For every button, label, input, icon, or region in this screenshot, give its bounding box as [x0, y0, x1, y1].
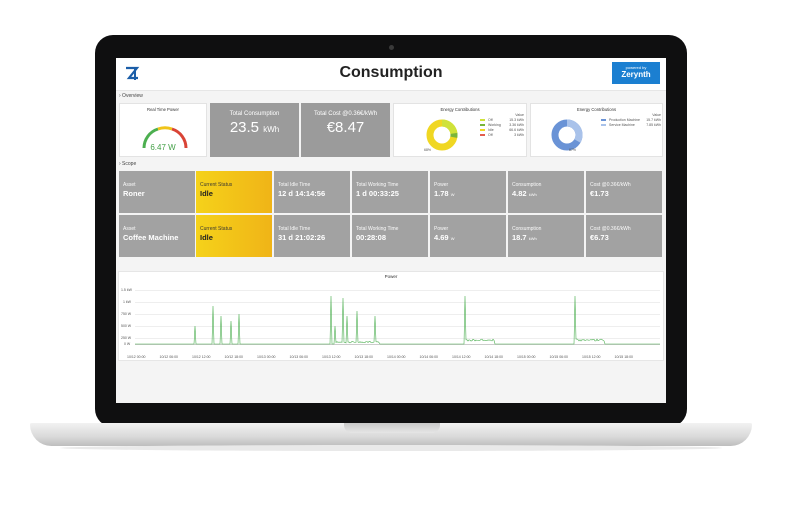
- x-tick: 10/13 18:00: [355, 355, 374, 359]
- x-tick: 10/12 18:00: [225, 355, 244, 359]
- y-tick: 250 W: [121, 336, 131, 340]
- x-tick: 10/14 12:00: [452, 355, 471, 359]
- energy1-pct: 68%: [424, 148, 431, 152]
- energy1-row: Off 3 kWh: [480, 133, 524, 138]
- tile-consumption[interactable]: Consumption 18.7 kWh: [508, 215, 585, 258]
- x-tick: 10/15 12:00: [582, 355, 601, 359]
- y-tick: 500 W: [121, 324, 131, 328]
- zerynth-badge[interactable]: powered by Zerynth: [612, 62, 660, 84]
- page-title: Consumption: [116, 64, 666, 82]
- x-tick: 10/13 06:00: [290, 355, 309, 359]
- dashboard-screen: Consumption powered by Zerynth › Overview…: [116, 58, 666, 403]
- x-tick: 10/14 00:00: [387, 355, 406, 359]
- tile-cost[interactable]: Cost @0.36€/kWh €1.73: [586, 171, 663, 214]
- section-scope[interactable]: › Scope: [119, 161, 136, 167]
- total-consumption-card: Total Consumption 23.5 kWh: [210, 103, 299, 157]
- tile-power[interactable]: Power 1.78 W: [430, 171, 507, 214]
- x-tick: 10/12 06:00: [160, 355, 179, 359]
- power-chart: Power 1.5 kW 1 kW 750 W 500 W 250 W 0 W …: [118, 271, 664, 361]
- y-tick: 750 W: [121, 312, 131, 316]
- realtime-power-card: Real Time Power 6.47 W: [119, 103, 207, 157]
- tile-working[interactable]: Total Working Time 00:28:08: [352, 215, 429, 258]
- x-tick: 10/13 12:00: [322, 355, 341, 359]
- energy2-pct: 67%: [569, 148, 576, 152]
- camera-icon: [389, 45, 394, 50]
- tile-asset[interactable]: Asset Roner: [119, 171, 196, 214]
- section-overview[interactable]: › Overview: [119, 93, 143, 99]
- laptop-shadow: [60, 445, 722, 451]
- energy2-row: Service Machine 7.85 kWh: [601, 123, 661, 128]
- tile-status[interactable]: Current Status Idle: [196, 215, 273, 258]
- y-tick: 1.5 kW: [121, 288, 132, 292]
- laptop-notch: [344, 423, 440, 433]
- tile-idle[interactable]: Total Idle Time 31 d 21:02:26: [274, 215, 351, 258]
- x-tick: 10/15 00:00: [517, 355, 536, 359]
- energy1-title: Energy Contributions: [394, 107, 526, 112]
- total-cost-label: Total Cost @0.36€/kWh: [301, 111, 390, 117]
- x-tick: 10/14 06:00: [420, 355, 439, 359]
- x-tick: 10/13 00:00: [257, 355, 276, 359]
- energy2-title: Energy Contributions: [531, 107, 662, 112]
- energy1-legend: Value Off 15.3 kWh Working 3.36 kWh Idle 66…: [480, 113, 524, 138]
- x-tick: 10/15 06:00: [550, 355, 569, 359]
- tile-working[interactable]: Total Working Time 1 d 00:33:25: [352, 171, 429, 214]
- energy2-donut: [547, 115, 587, 155]
- tile-status[interactable]: Current Status Idle: [196, 171, 273, 214]
- x-tick: 10/12 00:00: [127, 355, 146, 359]
- x-tick: 10/12 12:00: [192, 355, 211, 359]
- energy2-legend: Value Production Machine 15.7 kWh Service…: [601, 113, 661, 128]
- total-consumption-label: Total Consumption: [210, 111, 299, 117]
- tile-asset[interactable]: Asset Coffee Machine: [119, 215, 196, 258]
- x-tick: 10/15 18:00: [615, 355, 634, 359]
- tile-power[interactable]: Power 4.69 W: [430, 215, 507, 258]
- tile-cost[interactable]: Cost @0.36€/kWh €6.73: [586, 215, 663, 258]
- dashboard-header: Consumption powered by Zerynth: [116, 58, 666, 91]
- power-line: [135, 286, 660, 346]
- tile-idle[interactable]: Total Idle Time 12 d 14:14:56: [274, 171, 351, 214]
- total-consumption-unit: kWh: [263, 125, 279, 134]
- x-tick: 10/14 18:00: [485, 355, 504, 359]
- total-consumption-value: 23.5: [230, 119, 259, 136]
- y-tick: 0 W: [124, 342, 130, 346]
- total-cost-card: Total Cost @0.36€/kWh €8.47: [301, 103, 390, 157]
- realtime-power-value: 6.47 W: [120, 143, 206, 152]
- total-cost-value: €8.47: [301, 119, 390, 136]
- power-chart-title: Power: [119, 274, 663, 279]
- energy-contributions-card-1: Energy Contributions 68% Value Off 15.3 k…: [393, 103, 527, 157]
- y-tick: 1 kW: [123, 300, 131, 304]
- energy-contributions-card-2: Energy Contributions 67% Value Productio…: [530, 103, 663, 157]
- tile-consumption[interactable]: Consumption 4.82 kWh: [508, 171, 585, 214]
